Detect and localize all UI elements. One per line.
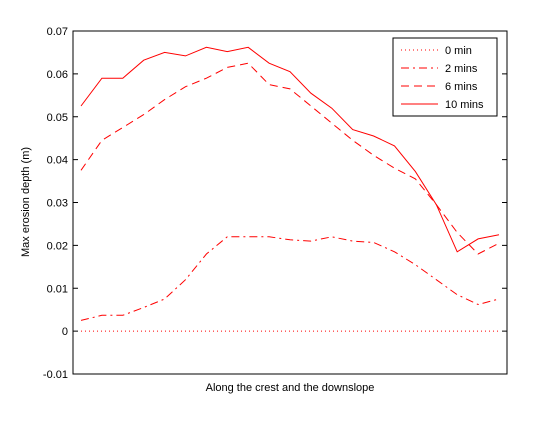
y-tick-label: 0.06 xyxy=(47,69,68,81)
x-axis-label: Along the crest and the downslope xyxy=(206,382,375,394)
legend-label: 0 min xyxy=(445,45,472,57)
legend-label: 2 mins xyxy=(445,63,478,75)
y-axis-label: Max erosion depth (m) xyxy=(20,147,32,257)
y-tick-label: 0.05 xyxy=(47,112,68,124)
y-tick-label: 0.02 xyxy=(47,240,68,252)
y-tick-label: 0.07 xyxy=(47,26,68,38)
legend-label: 6 mins xyxy=(445,81,478,93)
series-line-6-mins xyxy=(80,62,500,255)
series-line-2-mins xyxy=(80,236,500,321)
y-tick-label: 0.03 xyxy=(47,198,68,210)
legend-box xyxy=(392,37,498,117)
legend: 0 min 2 mins 6 mins 10 mins xyxy=(392,37,498,117)
y-tick-label: 0.04 xyxy=(47,155,68,167)
legend-label: 10 mins xyxy=(445,99,484,111)
y-tick-label: 0.01 xyxy=(47,283,68,295)
series-layer xyxy=(80,46,500,332)
series-line-10-mins xyxy=(80,46,500,253)
y-tick-label: 0 xyxy=(62,326,68,338)
y-tick-label: -0.01 xyxy=(43,369,68,381)
tick-layer: -0.01 0 0.01 0.02 0.03 0.04 0.05 0.06 0.07 xyxy=(43,26,507,381)
